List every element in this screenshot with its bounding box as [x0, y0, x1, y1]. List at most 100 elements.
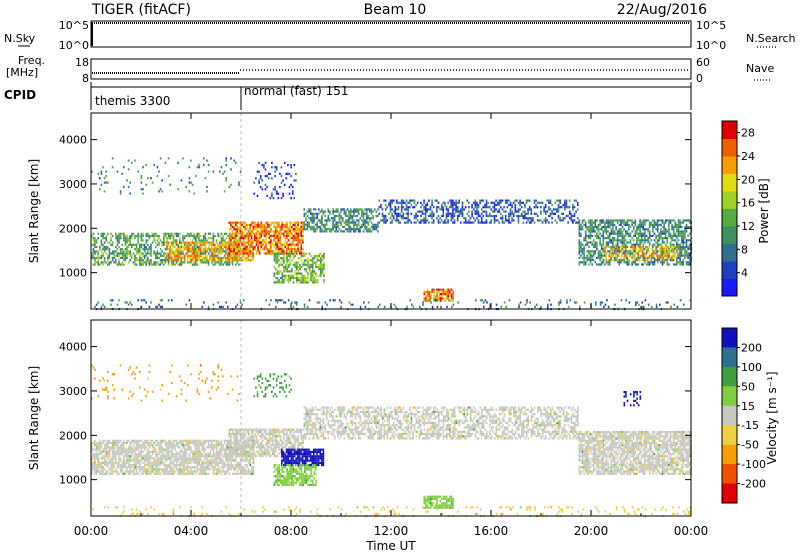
data-cell: [321, 254, 324, 258]
data-cell: [565, 199, 568, 202]
data-cell: [274, 186, 276, 189]
data-cell: [377, 305, 379, 308]
data-cell: [596, 256, 598, 259]
data-cell: [315, 281, 317, 284]
data-cell: [586, 228, 589, 231]
data-cell: [659, 303, 661, 306]
data-cell: [303, 225, 306, 229]
data-cell: [428, 299, 431, 302]
data-cell: [209, 232, 211, 235]
data-cell: [397, 206, 400, 209]
data-cell: [661, 219, 664, 222]
data-cell: [166, 252, 168, 255]
data-cell: [249, 245, 251, 248]
data-cell: [508, 217, 510, 220]
data-cell: [602, 232, 605, 235]
data-cell: [669, 241, 672, 244]
data-cell: [290, 197, 292, 200]
data-cell: [626, 230, 629, 233]
data-cell: [629, 254, 631, 257]
data-cell: [416, 201, 419, 204]
data-cell: [275, 281, 277, 284]
data-cell: [682, 254, 685, 257]
data-cell: [663, 228, 665, 231]
data-cell: [193, 252, 195, 255]
data-cell: [595, 303, 597, 306]
data-cell: [586, 243, 589, 246]
data-cell: [448, 199, 451, 202]
data-cell: [290, 237, 293, 240]
data-cell: [179, 237, 181, 240]
data-cell: [276, 234, 279, 237]
data-cell: [107, 441, 109, 445]
data-cell: [139, 444, 141, 447]
data-cell: [113, 466, 115, 469]
data-cell: [143, 468, 146, 471]
data-cell: [107, 450, 109, 453]
data-cell: [677, 230, 680, 233]
data-cell: [158, 237, 160, 240]
data-cell: [613, 252, 615, 255]
data-cell: [440, 219, 443, 222]
data-cell: [225, 237, 227, 240]
data-cell: [302, 234, 304, 237]
data-cell: [351, 303, 354, 306]
data-cell: [635, 248, 638, 251]
data-cell: [198, 250, 200, 253]
data-cell: [126, 256, 128, 260]
data-cell: [121, 448, 123, 451]
data-cell: [241, 237, 243, 240]
data-cell: [589, 261, 592, 264]
data-cell: [102, 441, 104, 445]
data-cell: [186, 259, 189, 262]
data-cell: [175, 239, 178, 242]
data-cell: [315, 272, 317, 275]
data-cell: [323, 252, 325, 255]
data-cell: [270, 223, 272, 226]
data-cell: [616, 230, 619, 233]
data-cell: [460, 212, 462, 215]
data-cell: [215, 257, 218, 260]
data-cell: [672, 243, 675, 246]
data-cell: [685, 263, 688, 266]
data-cell: [219, 234, 221, 238]
data-cell: [260, 230, 263, 233]
data-cell: [321, 223, 323, 226]
data-cell: [265, 237, 267, 240]
data-cell: [596, 263, 598, 266]
data-cell: [624, 245, 627, 248]
data-cell: [159, 259, 162, 262]
data-cell: [588, 245, 590, 248]
data-cell: [129, 239, 131, 242]
data-cell: [321, 257, 324, 260]
data-cell: [389, 217, 392, 220]
data-cell: [517, 201, 520, 204]
data-cell: [161, 259, 163, 262]
data-cell: [118, 232, 120, 235]
data-cell: [677, 228, 680, 231]
data-cell: [607, 263, 609, 266]
data-cell: [380, 219, 382, 222]
data-cell: [283, 274, 285, 277]
data-cell: [324, 225, 326, 229]
data-cell: [299, 272, 301, 275]
data-cell: [195, 174, 197, 178]
data-cell: [121, 472, 123, 475]
data-cell: [618, 232, 621, 235]
data-cell: [92, 232, 95, 235]
data-cell: [481, 299, 483, 302]
data-cell: [626, 219, 629, 222]
data-cell: [249, 252, 251, 255]
data-cell: [195, 239, 197, 242]
data-cell: [522, 201, 525, 204]
data-cell: [332, 212, 334, 215]
data-cell: [107, 254, 109, 257]
data-cell: [99, 444, 101, 447]
data-cell: [291, 190, 294, 193]
data-cell: [532, 219, 534, 222]
data-cell: [265, 248, 267, 251]
data-cell: [278, 265, 280, 269]
data-cell: [107, 466, 109, 469]
data-cell: [621, 226, 624, 229]
data-cell: [105, 248, 107, 251]
